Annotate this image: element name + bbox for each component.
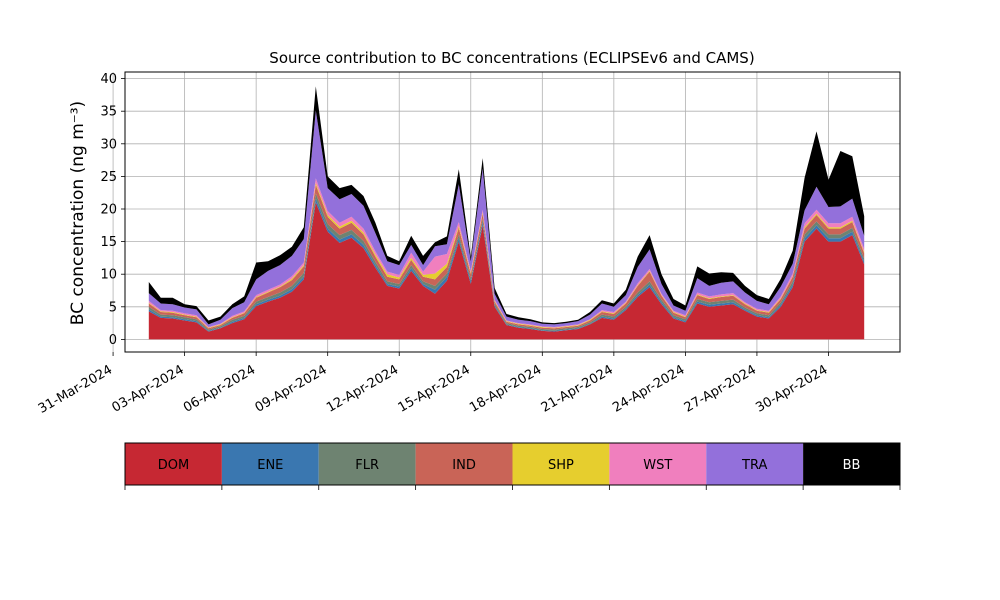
- legend-label-ind: IND: [452, 458, 476, 473]
- y-tick-label: 10: [100, 268, 117, 283]
- legend-label-flr: FLR: [355, 458, 379, 473]
- legend-swatch-ind: [415, 443, 513, 485]
- legend-label-tra: TRA: [741, 458, 767, 473]
- stacked-areas: [148, 86, 865, 340]
- legend-swatch-tra: [706, 443, 804, 485]
- series-area-flr: [148, 193, 865, 331]
- legend-swatch-wst: [609, 443, 707, 485]
- legend-colorbar: DOM ENE FLR IND SHP WST TRA BB: [124, 442, 901, 490]
- y-axis-label: BC concentration (ng m⁻³): [68, 101, 88, 325]
- legend-frame: [124, 442, 901, 486]
- legend-label-dom: DOM: [158, 458, 189, 473]
- legend-label-shp: SHP: [548, 458, 574, 473]
- legend-label-bb: BB: [843, 458, 861, 473]
- y-tick-label: 40: [100, 72, 117, 87]
- y-tick-label: 35: [100, 105, 117, 120]
- legend-swatch-ene: [221, 443, 319, 485]
- legend-swatch-shp: [512, 443, 610, 485]
- legend-swatch-flr: [318, 443, 416, 485]
- legend-swatch-bb: [803, 443, 900, 485]
- plot-frame: [124, 71, 901, 353]
- y-tick-label: 0: [109, 333, 117, 348]
- y-tick-label: 15: [100, 235, 117, 250]
- y-tick-label: 20: [100, 203, 117, 218]
- series-area-ind: [148, 184, 865, 330]
- y-tick-label: 30: [100, 137, 117, 152]
- series-area-dom: [148, 202, 865, 340]
- legend-swatch-dom: [125, 443, 222, 485]
- y-tick-label: 25: [100, 170, 117, 185]
- legend-label-wst: WST: [643, 458, 672, 473]
- y-tick-label: 5: [109, 300, 117, 315]
- chart-title: Source contribution to BC concentrations…: [269, 49, 754, 67]
- legend-label-ene: ENE: [257, 458, 283, 473]
